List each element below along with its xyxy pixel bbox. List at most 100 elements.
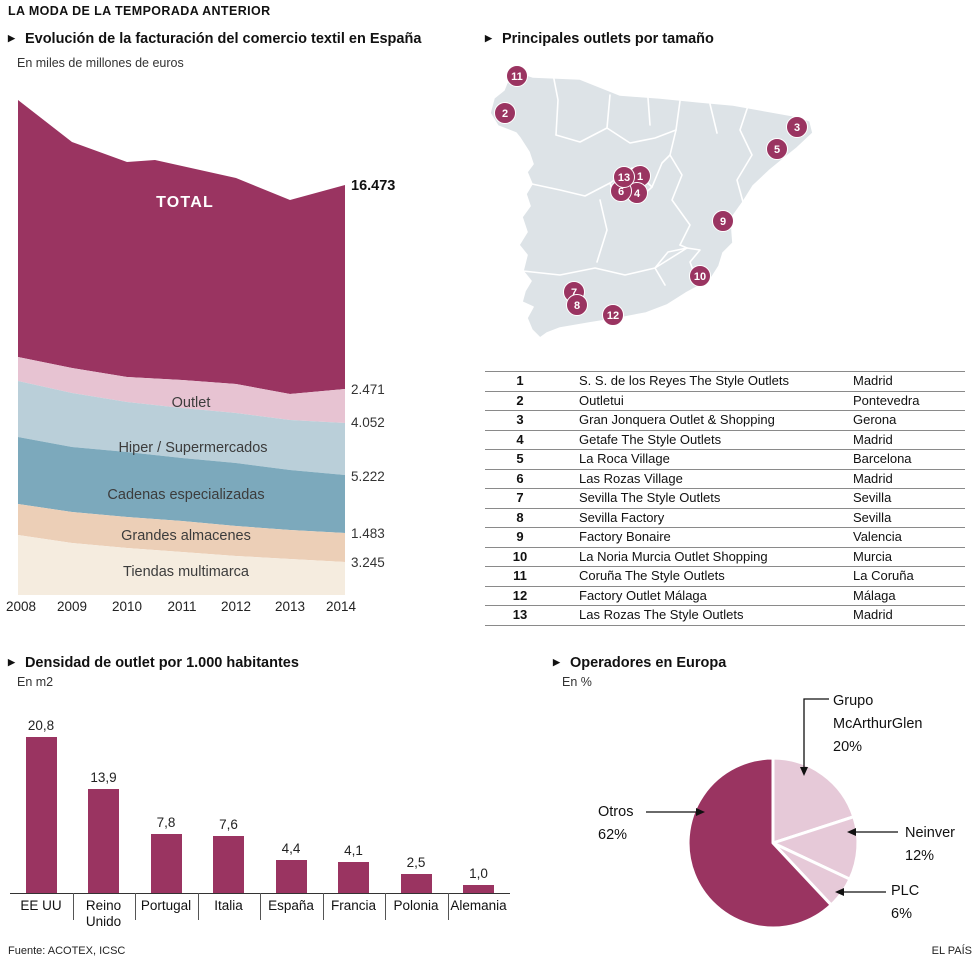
outlet-table-row-9: 9 Factory Bonaire Valencia: [485, 527, 965, 547]
x-axis-year-2011: 2011: [167, 599, 196, 614]
axis-tick: [72, 893, 74, 920]
map-marker-5: 5: [766, 138, 788, 160]
outlet-table-row-6: 6 Las Rozas Village Madrid: [485, 468, 965, 489]
col-name: Coruña The Style Outlets: [555, 566, 843, 586]
bar-category-label: EE UU: [20, 898, 62, 913]
bar-category-label: España: [268, 898, 314, 913]
pie-label-otros: Otros 62%: [598, 801, 633, 847]
col-num: 1: [485, 371, 555, 391]
col-name: Getafe The Style Outlets: [555, 429, 843, 450]
area-label-hiper: Hiper / Supermercados: [118, 440, 267, 456]
pie-label-line: 20%: [833, 739, 863, 755]
bar-Francia: [338, 862, 369, 893]
pie-section-title-text: Operadores en Europa: [569, 655, 727, 671]
col-place: Barcelona: [843, 449, 965, 469]
col-name: Factory Outlet Málaga: [555, 585, 843, 606]
col-place: Madrid: [843, 468, 965, 489]
region-borders: [522, 73, 753, 287]
col-name: Factory Bonaire: [555, 527, 843, 547]
bar-chart: 20,8 EE UU 13,9 Reino Unido 7,8 Portugal 7,6 Ita…: [10, 715, 550, 950]
pie-label-plc: PLC 6%: [891, 880, 919, 926]
col-num: 4: [485, 429, 555, 450]
bar-category-label: Francia: [330, 898, 376, 913]
col-name: Las Rozas The Style Outlets: [555, 605, 843, 626]
outlet-table-row-1: 1 S. S. de los Reyes The Style Outlets Mad…: [485, 371, 965, 391]
bar-category-label: Reino Unido: [85, 898, 122, 929]
axis-tick: [447, 893, 449, 920]
area-value-grandes: 1.483: [351, 526, 385, 541]
pie-leader-lines: [646, 698, 898, 896]
area-label-cadenas: Cadenas especializadas: [107, 487, 264, 503]
area-band-hiper: [18, 381, 345, 475]
col-num: 2: [485, 390, 555, 411]
svg-text:6: 6: [618, 186, 624, 198]
col-place: Valencia: [843, 527, 965, 547]
col-place: Sevilla: [843, 488, 965, 508]
outlet-table-row-4: 4 Getafe The Style Outlets Madrid: [485, 429, 965, 450]
col-place: Madrid: [843, 429, 965, 450]
col-num: 7: [485, 488, 555, 508]
area-value-outlet: 2.471: [351, 382, 385, 397]
map-marker-2: 2: [494, 102, 516, 124]
svg-text:7: 7: [571, 287, 577, 299]
col-place: Málaga: [843, 585, 965, 606]
area-section-unit: En miles de millones de euros: [17, 56, 184, 70]
bar-value-label: 13,9: [90, 770, 117, 785]
bar-value-label: 2,5: [406, 855, 426, 870]
outlet-table-row-12: 12 Factory Outlet Málaga Málaga: [485, 585, 965, 606]
svg-text:1: 1: [637, 171, 643, 183]
col-place: Pontevedra: [843, 390, 965, 411]
svg-text:5: 5: [774, 144, 780, 156]
area-section-title: Evolución de la facturación del comercio…: [8, 31, 421, 47]
map-marker-3: 3: [786, 116, 808, 138]
arrow-left-icon: [847, 828, 856, 836]
area-value-tiendas: 3.245: [351, 555, 385, 570]
pie-wedges: [686, 756, 860, 930]
leader-mcarthurglen: [803, 698, 829, 768]
outlet-table-row-3: 3 Gran Jonquera Outlet & Shopping Gerona: [485, 410, 965, 430]
axis-tick: [385, 893, 386, 920]
x-axis-year-2013: 2013: [275, 599, 305, 614]
bar-category-label: Polonia: [393, 898, 439, 913]
stacked-area-chart: TOTAL Outlet Hiper / Supermercados Caden…: [6, 100, 395, 614]
arrow-left-icon: [835, 888, 844, 896]
col-num: 9: [485, 527, 555, 547]
col-num: 11: [485, 566, 555, 586]
area-band-cadenas: [18, 437, 345, 533]
bar-value-label: 4,1: [344, 843, 363, 858]
pie-section-title: Operadores en Europa: [553, 655, 726, 671]
col-num: 13: [485, 605, 555, 626]
bar-España: [275, 860, 307, 893]
svg-text:12: 12: [607, 310, 619, 322]
area-total-label: TOTAL: [156, 194, 214, 211]
bars-section-title-text: Densidad de outlet por 1.000 habitantes: [24, 655, 299, 671]
x-axis-year-2014: 2014: [326, 599, 357, 614]
map-marker-8: 8: [566, 294, 588, 316]
x-axis-year-2008: 2008: [6, 599, 36, 614]
col-num: 10: [485, 546, 555, 567]
bar-category-label: Italia: [214, 898, 243, 913]
col-place: Murcia: [843, 546, 965, 567]
pie-chart: [646, 698, 898, 930]
bar-value-label: 20,8: [27, 718, 55, 733]
pie-label-line: Otros: [598, 804, 634, 820]
svg-text:4: 4: [634, 188, 641, 200]
col-num: 6: [485, 468, 555, 489]
x-axis-years: 2008 2009 2010 2011 2012 2013 2014: [6, 599, 357, 614]
spain-outline: [489, 69, 814, 339]
area-band-tiendas: [18, 535, 345, 595]
col-name: Sevilla Factory: [555, 507, 843, 528]
svg-text:8: 8: [574, 300, 580, 312]
col-num: 5: [485, 449, 555, 469]
pie-label-line: 62%: [598, 827, 628, 843]
map-marker-9: 9: [712, 210, 734, 232]
svg-text:9: 9: [720, 216, 726, 228]
col-name: La Roca Village: [555, 449, 843, 469]
axis-tick: [322, 893, 324, 920]
area-band-outlet: [18, 357, 345, 423]
bars-section-title: Densidad de outlet por 1.000 habitantes: [8, 655, 299, 671]
col-name: Las Rozas Village: [555, 468, 843, 489]
area-label-outlet: Outlet: [172, 395, 211, 411]
col-num: 8: [485, 507, 555, 528]
area-value-total: 16.473: [351, 178, 395, 194]
